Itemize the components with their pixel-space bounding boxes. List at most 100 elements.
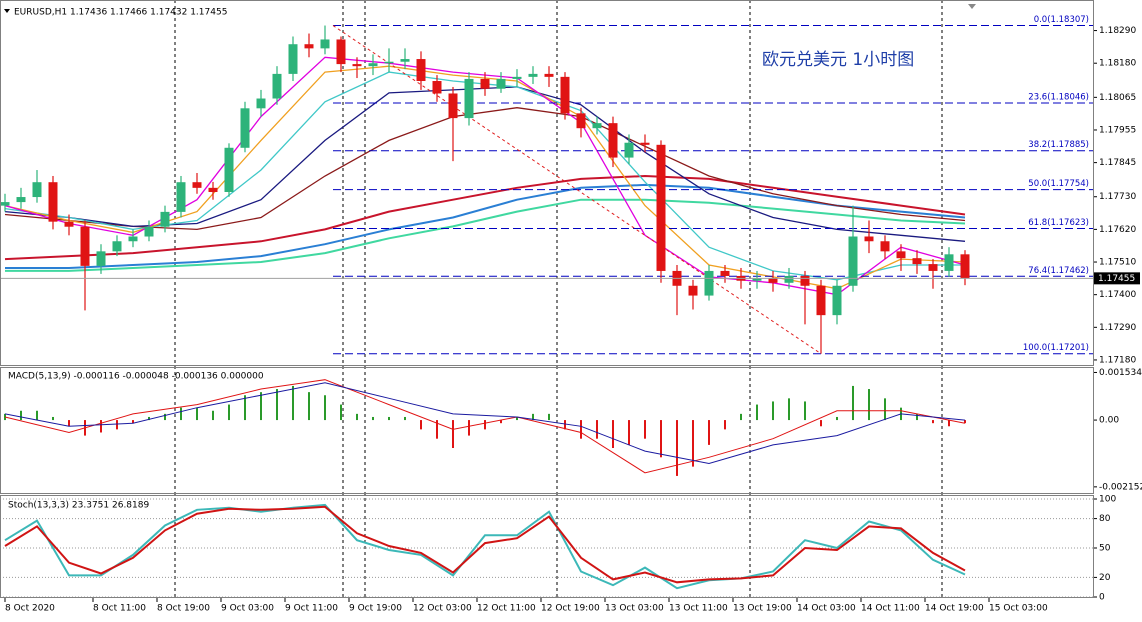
header-arrow[interactable]: [4, 9, 10, 13]
fib-label: 100.0(1.17201): [1023, 343, 1089, 353]
x-tick-label: 13 Oct 03:00: [605, 604, 664, 614]
y-tick-label: 1.17400: [1099, 290, 1136, 300]
candle-body: [768, 278, 778, 283]
y-tick-label: 80: [1099, 514, 1111, 524]
current-price-box: [1094, 272, 1140, 285]
candle-body: [176, 182, 186, 212]
candle-body: [752, 278, 762, 281]
candle-body: [256, 98, 266, 109]
y-tick-label: 0.001534: [1099, 368, 1142, 378]
candle-body: [336, 39, 346, 65]
candle-body: [304, 44, 314, 49]
x-tick-label: 12 Oct 19:00: [541, 604, 600, 614]
fib-label: 23.6(1.18046): [1028, 92, 1089, 102]
candle-body: [640, 142, 650, 145]
stoch-line: [4, 505, 966, 584]
candle-body: [432, 81, 442, 94]
chart-annotation: 欧元兑美元 1小时图: [762, 50, 914, 70]
y-tick-label: 1.17620: [1099, 225, 1136, 235]
moving-average: [5, 183, 966, 269]
candle-body: [208, 187, 218, 192]
y-tick-label: 1.17290: [1099, 323, 1136, 333]
candle-body: [784, 275, 794, 283]
macd-line: [4, 379, 966, 474]
candle-body: [960, 254, 970, 279]
candle-body: [96, 251, 106, 266]
candle-body: [928, 264, 938, 271]
moving-average: [5, 198, 966, 272]
candle-body: [144, 226, 154, 237]
candle-body: [0, 202, 10, 206]
moving-average: [4, 174, 966, 261]
x-tick-label: 12 Oct 11:00: [477, 604, 536, 614]
plot-layer: 1.18290 1.18180 1.18065 1.17955 1.17845 1.177…: [0, 15, 1142, 614]
candle-body: [496, 78, 506, 89]
candle-body: [192, 182, 202, 188]
y-tick-label: 0: [1099, 593, 1105, 603]
candle-body: [64, 221, 74, 227]
candle-body: [880, 241, 890, 252]
x-tick-label: 14 Oct 03:00: [797, 604, 856, 614]
y-tick-label: 1.18290: [1099, 26, 1136, 36]
candle-body: [624, 142, 634, 158]
candle-body: [448, 93, 458, 119]
candle-body: [688, 285, 698, 296]
y-tick-label: 1.17730: [1099, 192, 1136, 202]
candle-body: [560, 76, 570, 114]
x-tick-label: 15 Oct 03:00: [989, 604, 1048, 614]
candle-body: [704, 270, 714, 296]
candle-body: [416, 59, 426, 82]
fib-label: 38.2(1.17885): [1028, 140, 1089, 150]
x-tick-label: 13 Oct 19:00: [733, 604, 792, 614]
x-tick-label: 14 Oct 11:00: [861, 604, 920, 614]
symbol-header: EURUSD,H1 1.17436 1.17466 1.17432 1.1745…: [14, 8, 227, 18]
candle-body: [128, 236, 138, 242]
candle-body: [544, 73, 554, 77]
x-tick-label: 14 Oct 19:00: [925, 604, 984, 614]
candle-body: [576, 113, 586, 129]
y-tick-label: 1.18180: [1099, 59, 1136, 69]
x-tick-label: 8 Oct 2020: [5, 604, 55, 614]
candle-body: [160, 211, 170, 227]
candle-body: [320, 39, 330, 49]
candle-body: [864, 236, 874, 242]
main-panel-frame: [0, 0, 1094, 366]
stoch-panel-frame: [0, 495, 1094, 598]
candle-body: [592, 123, 602, 129]
x-tick-label: 12 Oct 03:00: [413, 604, 472, 614]
current-price-label: 1.17455: [1098, 274, 1135, 284]
candle-body: [48, 182, 58, 222]
y-tick-label: 20: [1099, 573, 1111, 583]
candle-body: [480, 78, 490, 89]
fib-label: 76.4(1.17462): [1028, 266, 1089, 276]
fib-label: 0.0(1.18307): [1034, 15, 1089, 25]
candle-body: [112, 241, 122, 252]
candle-body: [912, 258, 922, 265]
x-tick-label: 8 Oct 11:00: [93, 604, 146, 614]
fib-label: 50.0(1.17754): [1028, 179, 1089, 189]
candle-body: [272, 73, 282, 99]
candle-body: [512, 76, 522, 79]
shift-marker[interactable]: [968, 4, 976, 9]
y-tick-label: 0.00: [1099, 416, 1119, 426]
fib-label: 61.8(1.17623): [1028, 218, 1089, 228]
candle-body: [32, 182, 42, 198]
macd-line: [4, 382, 966, 465]
fib-trendline: [332, 25, 822, 355]
candle-body: [528, 73, 538, 77]
y-tick-label: 1.17955: [1099, 125, 1136, 135]
y-tick-label: 1.17180: [1099, 355, 1136, 365]
y-tick-label: -0.002152: [1099, 482, 1142, 492]
candle-body: [400, 59, 410, 62]
stoch-header: Stoch(13,3,3) 23.3751 26.8189: [8, 501, 149, 511]
candle-body: [80, 226, 90, 266]
candle-body: [848, 236, 858, 286]
x-tick-label: 13 Oct 11:00: [669, 604, 728, 614]
y-tick-label: 1.18065: [1099, 93, 1136, 103]
y-tick-label: 100: [1099, 495, 1116, 505]
period-separators: [174, 0, 943, 598]
x-tick-label: 9 Oct 03:00: [221, 604, 274, 614]
candle-body: [896, 251, 906, 259]
candle-body: [240, 108, 250, 148]
y-tick-label: 1.17845: [1099, 158, 1136, 168]
